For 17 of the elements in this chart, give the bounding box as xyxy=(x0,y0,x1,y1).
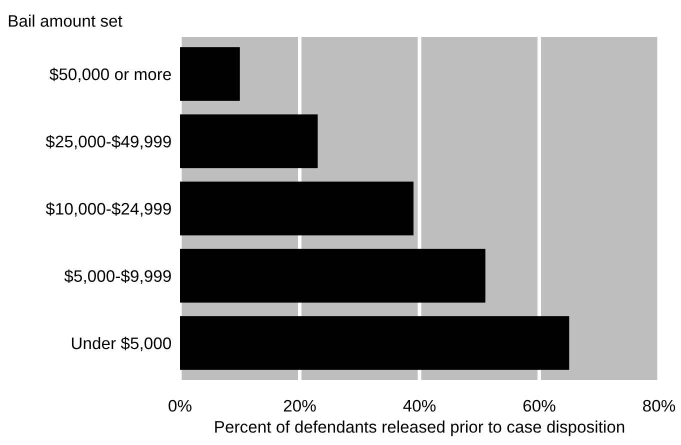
bar xyxy=(180,114,318,168)
bar xyxy=(180,316,570,370)
bar xyxy=(180,47,240,101)
y-axis-title: Bail amount set xyxy=(8,14,122,27)
x-tick-label: 0% xyxy=(168,400,192,412)
y-tick-label: $50,000 or more xyxy=(50,68,171,82)
y-tick-label: Under $5,000 xyxy=(72,336,172,352)
x-axis-title: Percent of defendants released prior to case disposition xyxy=(215,420,624,436)
bar xyxy=(180,248,486,303)
x-tick-label: 20% xyxy=(284,400,316,412)
x-tick-label: 80% xyxy=(643,400,676,412)
y-tick-label: $25,000-$49,999 xyxy=(46,134,171,150)
y-tick-label: $5,000-$9,999 xyxy=(64,269,171,284)
bar xyxy=(180,182,414,236)
y-tick-label: $10,000-$24,999 xyxy=(46,202,171,217)
x-tick-label: 40% xyxy=(403,400,436,412)
x-tick-label: 60% xyxy=(523,400,556,412)
